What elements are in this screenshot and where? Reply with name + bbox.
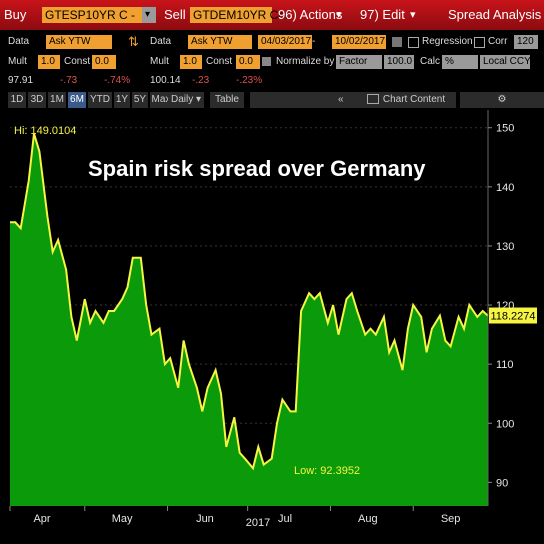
command-bar: Buy GTESP10YR Cor - ▾ Sell GTDEM10YR Cor… — [0, 0, 544, 30]
regression-checkbox[interactable] — [408, 37, 419, 48]
end-date-field[interactable]: 10/02/2017 — [332, 35, 386, 49]
normalize-checkbox[interactable] — [262, 57, 271, 66]
calc-label: Calc — [420, 56, 441, 67]
y-tick-label: 140 — [496, 182, 514, 194]
x-tick-label: Sep — [441, 513, 461, 525]
leg2-net-change: -.23 — [192, 75, 210, 86]
x-axis: Apr May Jun Jul Aug Sep — [9, 506, 461, 525]
x-tick-label: Jul — [278, 513, 292, 525]
sell-label: Sell — [164, 7, 186, 22]
table-button[interactable]: Table — [210, 92, 244, 108]
spread-line — [10, 133, 489, 471]
corr-checkbox[interactable] — [474, 37, 485, 48]
leg1-pct-change: -.74% — [104, 75, 131, 86]
chart-content-icon — [366, 94, 379, 105]
x-tick-label: May — [112, 513, 133, 525]
period-button-3d[interactable]: 3D — [28, 92, 46, 108]
collapse-icon: « — [338, 94, 344, 105]
y-tick-label: 100 — [496, 418, 514, 430]
frequency-dropdown[interactable]: Daily ▾ — [168, 92, 204, 108]
const-label-1: Const — [64, 56, 91, 67]
chart-content-label: Chart Content — [382, 94, 446, 105]
mult-field-2[interactable]: 1.0 — [180, 55, 202, 69]
gear-icon: ⚙ — [497, 94, 507, 105]
data-field-2[interactable]: Ask YTW — [188, 35, 252, 49]
data-field-1[interactable]: Ask YTW — [46, 35, 112, 49]
mult-label-1: Mult — [8, 56, 27, 67]
start-date-field[interactable]: 04/03/2017 — [258, 35, 312, 49]
x-tick-label: Jun — [196, 513, 214, 525]
date-range-dash: - — [312, 36, 316, 47]
actions-menu-button[interactable]: 96) Actions — [278, 7, 343, 22]
y-tick-label: 150 — [496, 123, 514, 135]
data-row: Data Ask YTW ⇅ Data Ask YTW 04/03/2017 -… — [0, 35, 544, 51]
const-label-2: Const — [206, 56, 233, 67]
const-field-2[interactable]: 0.0 — [236, 55, 260, 69]
buy-ticker-dash: - — [128, 7, 142, 23]
mult-row: Mult 1.0 Const 0.0 Mult 1.0 Const 0.0 No… — [0, 55, 544, 71]
chart-content-button[interactable]: Chart Content — [356, 92, 456, 108]
last-value-badge-bg — [489, 307, 537, 324]
currency-dropdown[interactable]: Local CCY — [480, 55, 531, 69]
normalize-label: Normalize by — [276, 56, 335, 67]
factor-value-field[interactable]: 100.0 — [384, 55, 414, 69]
hi-label: Hi: 149.0104 — [14, 125, 76, 137]
corr-label: Corr — [488, 36, 508, 47]
edit-dropdown-icon[interactable]: ▾ — [410, 9, 416, 21]
period-button-1d[interactable]: 1D — [8, 92, 26, 108]
sell-ticker-field[interactable]: GTDEM10YR Cor — [190, 7, 289, 23]
spread-area — [10, 133, 488, 506]
period-button-max[interactable]: Max — [150, 92, 172, 108]
y-tick-label: 130 — [496, 241, 514, 253]
last-value-text: 118.2274 — [490, 311, 535, 323]
data-label-2: Data — [150, 36, 172, 47]
calc-dropdown[interactable]: % — [442, 55, 478, 69]
mult-label-2: Mult — [150, 56, 169, 67]
y-tick-label: 110 — [496, 359, 514, 371]
period-button-5y[interactable]: 5Y — [132, 92, 148, 108]
leg1-last-value: 97.91 — [8, 75, 34, 86]
buy-label: Buy — [4, 7, 27, 22]
leg2-last-value: 100.14 — [150, 75, 181, 86]
x-tick-label: Aug — [358, 513, 378, 525]
data-label-1: Data — [8, 36, 30, 47]
corr-value-field[interactable]: 120 — [514, 35, 538, 49]
swap-icon[interactable]: ⇅ — [128, 34, 139, 49]
mult-field-1[interactable]: 1.0 — [38, 55, 60, 69]
actions-dropdown-icon[interactable]: ▾ — [336, 9, 342, 21]
period-button-1m[interactable]: 1M — [48, 92, 66, 108]
settings-button[interactable]: ⚙ — [460, 92, 544, 108]
frequency-dropdown-icon: ▾ — [195, 94, 202, 105]
factor-dropdown[interactable]: Factor — [336, 55, 382, 69]
y-tick-label: 90 — [496, 477, 508, 489]
leg2-pct-change: -.23% — [236, 75, 263, 86]
chart-title: Spain risk spread over Germany — [88, 156, 426, 181]
values-row: 97.91 -.73 -.74% 100.14 -.23 -.23% — [0, 74, 544, 88]
period-button-ytd[interactable]: YTD — [88, 92, 112, 108]
regression-label: Regression — [422, 36, 473, 47]
buy-ticker-field[interactable]: GTESP10YR Cor — [42, 7, 138, 23]
last-value-badge: 118.2274 — [489, 307, 537, 324]
calendar-icon[interactable] — [392, 37, 402, 47]
buy-dropdown-button[interactable]: ▾ — [142, 7, 156, 23]
edit-menu-button[interactable]: 97) Edit — [360, 7, 405, 22]
low-label: Low: 92.3952 — [294, 465, 360, 477]
const-field-1[interactable]: 0.0 — [92, 55, 116, 69]
period-button-6m[interactable]: 6M — [68, 92, 86, 108]
frequency-label: Daily — [170, 94, 194, 105]
period-button-1y[interactable]: 1Y — [114, 92, 130, 108]
spread-analysis-title: Spread Analysis — [448, 7, 542, 22]
x-axis-year-label: 2017 — [246, 517, 270, 529]
leg1-net-change: -.73 — [60, 75, 78, 86]
x-tick-label: Apr — [33, 513, 50, 525]
